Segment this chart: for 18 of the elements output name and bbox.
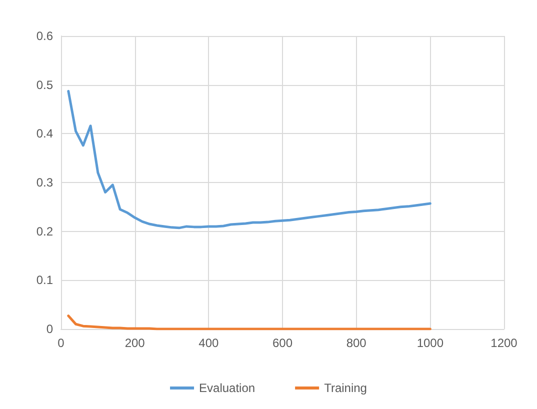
x-tick-label: 600 [272,336,293,350]
y-tick-label: 0 [46,322,54,336]
y-tick-label: 0.3 [36,176,54,190]
line-series [67,314,432,330]
legend-label: Evaluation [199,381,256,395]
x-tick-label: 0 [58,336,65,350]
y-tick-label: 0.6 [36,29,54,43]
x-tick-label: 1000 [416,336,444,350]
y-tick-label: 0.2 [36,224,54,238]
x-tick-label: 800 [346,336,367,350]
line-series [67,90,432,230]
y-tick-label: 0.5 [36,78,54,92]
y-tick-label: 0.1 [36,273,54,288]
x-tick-label: 200 [124,336,146,350]
x-tick-label: 400 [198,336,219,350]
legend-label: Training [324,381,367,395]
x-tick-label: 1200 [490,336,518,350]
y-tick-label: 0.4 [36,126,54,141]
